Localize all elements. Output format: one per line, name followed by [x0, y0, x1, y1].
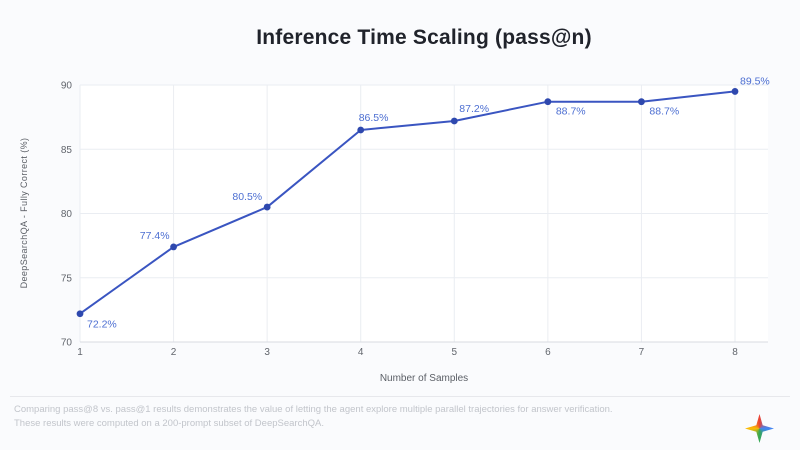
svg-text:88.7%: 88.7% — [649, 106, 679, 118]
svg-text:86.5%: 86.5% — [359, 112, 389, 124]
svg-text:5: 5 — [452, 347, 458, 358]
svg-text:88.7%: 88.7% — [556, 106, 586, 118]
svg-text:85: 85 — [61, 145, 73, 156]
data-point-labels: 72.2% 77.4% 80.5% 86.5% 87.2% 88.7% 88.7% 89.5% — [87, 75, 770, 330]
svg-text:4: 4 — [358, 347, 364, 358]
svg-text:70: 70 — [61, 338, 73, 349]
footer-caption-line-1: Comparing pass@8 vs. pass@1 results demo… — [14, 404, 613, 415]
gemini-sparkle-icon — [745, 414, 774, 443]
series-line — [79, 90, 736, 315]
svg-text:75: 75 — [61, 273, 73, 284]
x-axis-title: Number of Samples — [380, 373, 468, 384]
svg-text:8: 8 — [732, 347, 738, 358]
svg-text:6: 6 — [545, 347, 551, 358]
svg-text:80: 80 — [61, 209, 73, 220]
y-axis-title: DeepSearchQA - Fully Correct (%) — [19, 138, 29, 289]
footer-caption-line-2: These results were computed on a 200-pro… — [14, 418, 324, 429]
svg-text:72.2%: 72.2% — [87, 319, 117, 331]
svg-text:90: 90 — [61, 81, 73, 92]
svg-text:87.2%: 87.2% — [459, 103, 489, 115]
svg-text:7: 7 — [639, 347, 645, 358]
x-axis-tick-labels: 1 2 3 4 5 6 7 8 — [77, 347, 738, 358]
svg-text:3: 3 — [264, 347, 270, 358]
line-chart-canvas: 70 75 80 85 90 1 2 3 4 5 6 7 8 72.2% 77.4% 80.5% 86.5%… — [19, 75, 770, 384]
footer-caption: Comparing pass@8 vs. pass@1 results demo… — [14, 403, 714, 431]
chart-title: Inference Time Scaling (pass@n) — [256, 26, 592, 49]
svg-text:89.5%: 89.5% — [740, 75, 770, 87]
gridlines — [79, 84, 768, 342]
svg-text:80.5%: 80.5% — [232, 191, 262, 203]
data-point-markers — [76, 88, 739, 318]
svg-text:2: 2 — [171, 347, 177, 358]
svg-text:1: 1 — [77, 347, 83, 358]
footer-divider — [10, 396, 790, 397]
y-axis-tick-labels: 70 75 80 85 90 — [61, 81, 73, 349]
svg-text:77.4%: 77.4% — [140, 230, 170, 242]
